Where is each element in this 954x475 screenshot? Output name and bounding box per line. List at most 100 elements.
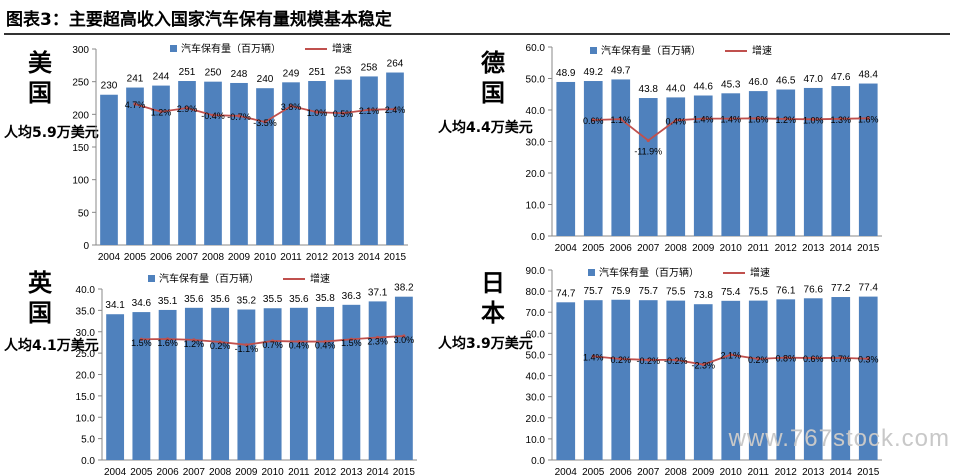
x-tick-label: 2011 (288, 467, 310, 475)
bar (693, 304, 713, 460)
bar (126, 87, 144, 245)
growth-label: -11.9% (634, 147, 662, 157)
bar-value-label: 77.4 (859, 283, 879, 294)
legend-line-label: 增速 (752, 44, 772, 57)
x-tick-label: 2011 (747, 243, 769, 254)
growth-point (185, 106, 189, 110)
growth-point (756, 116, 760, 120)
bar (204, 81, 222, 245)
growth-label: 1.4% (693, 115, 714, 125)
bar-value-label: 230 (101, 81, 118, 92)
country-label-us: 美国 (28, 49, 52, 107)
growth-label: 1.2% (151, 108, 172, 118)
bar (611, 79, 631, 236)
bar-value-label: 47.0 (804, 74, 824, 85)
y-tick-label: 35.0 (76, 306, 96, 317)
y-tick-label: 40.0 (76, 285, 96, 296)
growth-point (297, 339, 301, 344)
bar-value-label: 75.5 (666, 287, 686, 298)
growth-point (701, 117, 705, 121)
bar-value-label: 49.7 (611, 65, 631, 76)
x-tick-label: 2013 (332, 252, 355, 263)
growth-point (376, 335, 380, 340)
bar-value-label: 35.1 (158, 296, 178, 307)
y-tick-label: 80.0 (526, 287, 546, 298)
growth-point (166, 337, 170, 341)
growth-point (756, 357, 760, 361)
bar (132, 312, 151, 460)
growth-point (211, 113, 215, 117)
growth-point (237, 114, 241, 118)
bar (184, 307, 203, 460)
bar (583, 81, 603, 236)
x-tick-label: 2004 (98, 252, 121, 263)
growth-label: 0.8% (775, 354, 796, 364)
growth-point (674, 118, 678, 122)
bar-value-label: 75.7 (584, 286, 604, 297)
bar-value-label: 49.2 (584, 67, 604, 78)
bar (158, 309, 177, 460)
bar-value-label: 46.0 (749, 77, 769, 88)
x-tick-label: 2009 (228, 252, 251, 263)
bar-value-label: 43.8 (639, 84, 659, 95)
x-tick-label: 2009 (692, 467, 715, 475)
bar (282, 82, 300, 245)
growth-label: -3.5% (253, 118, 277, 128)
chart-us: 0501001502002503002302004241200524420062… (72, 42, 408, 263)
bar-value-label: 248 (231, 69, 248, 80)
y-tick-label: 150 (72, 143, 89, 154)
bar (334, 79, 352, 245)
bar-value-label: 75.5 (749, 287, 769, 298)
growth-point (784, 356, 788, 360)
legend-line-label: 增速 (750, 266, 770, 279)
bar-value-label: 45.3 (721, 79, 741, 90)
y-tick-label: 90.0 (526, 266, 546, 277)
bar-value-label: 75.9 (611, 286, 631, 297)
growth-point (349, 337, 353, 341)
bar (831, 297, 851, 460)
x-tick-label: 2007 (176, 252, 199, 263)
bar-value-label: 75.4 (721, 287, 741, 298)
growth-label: 0.5% (333, 109, 354, 119)
y-tick-label: 250 (72, 78, 89, 89)
bar (100, 94, 118, 245)
legend-bar-swatch (588, 269, 595, 276)
growth-point (729, 117, 733, 121)
growth-label: 3.0% (394, 335, 415, 345)
bar-value-label: 76.1 (776, 285, 796, 296)
y-tick-label: 25.0 (76, 349, 96, 360)
y-tick-label: 0.0 (81, 456, 95, 467)
bar (748, 300, 768, 460)
growth-point (393, 107, 397, 111)
x-tick-label: 2014 (830, 467, 853, 475)
growth-label: 0.2% (210, 341, 231, 351)
y-tick-label: 10.0 (526, 201, 546, 212)
growth-point (192, 338, 196, 342)
bar-value-label: 34.6 (132, 298, 152, 309)
growth-point (367, 108, 371, 112)
growth-point (646, 138, 650, 143)
bar (211, 307, 230, 460)
bar-value-label: 73.8 (694, 290, 714, 301)
growth-label: 2.3% (367, 337, 388, 347)
y-tick-label: 40.0 (526, 106, 546, 117)
bar (256, 88, 274, 245)
bar (693, 95, 713, 236)
legend-line-label: 增速 (310, 272, 330, 285)
bar (721, 300, 741, 460)
bar (106, 314, 125, 460)
growth-point (159, 110, 163, 114)
growth-label: -2.3% (691, 361, 715, 371)
x-tick-label: 2005 (124, 252, 147, 263)
growth-point (263, 120, 267, 124)
bar-value-label: 77.2 (831, 283, 851, 294)
x-tick-label: 2013 (340, 467, 363, 475)
bar (263, 308, 282, 460)
x-tick-label: 2014 (830, 243, 853, 254)
bar (803, 298, 823, 460)
per-capita-de: 人均4.4万美元 (438, 120, 533, 136)
bar (342, 304, 361, 460)
x-tick-label: 2009 (692, 243, 715, 254)
growth-label: 3.8% (281, 102, 302, 112)
growth-point (341, 111, 345, 115)
